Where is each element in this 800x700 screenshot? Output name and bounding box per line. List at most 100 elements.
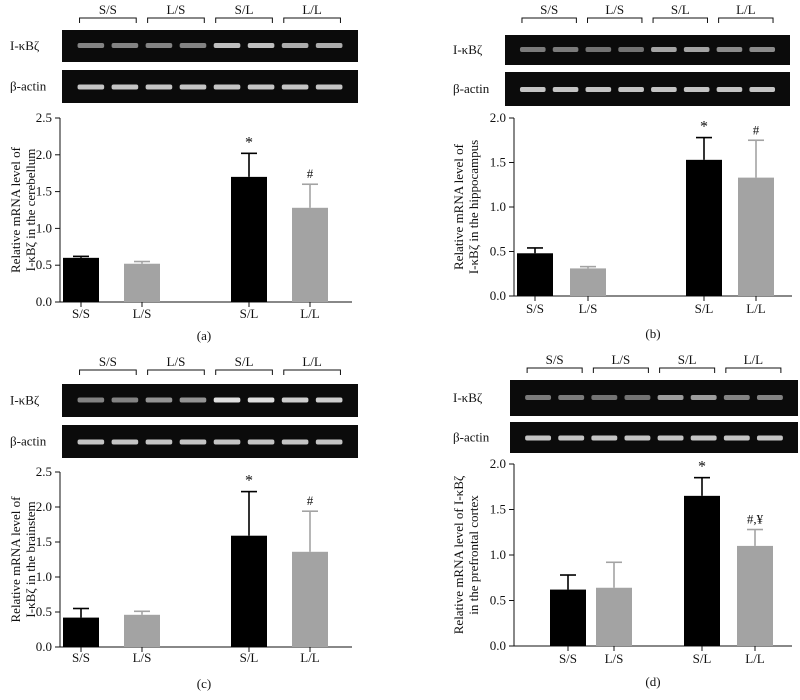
gel-target-band: [111, 397, 139, 403]
gel-target-band: [315, 397, 343, 403]
y-axis-label: Relative mRNA level ofI-κBζ in the brain…: [8, 496, 38, 623]
panel-b-figure: S/S L/S S/L L/L I-κBζ β-actin 0.0 0.5 1.0 1.5 2.0 R…: [451, 2, 792, 341]
panel-d: S/S L/S S/L L/L I-κBζ β-actin 0.0 0.5 1.0 1.5 2.0 R…: [400, 350, 800, 700]
significance-mark: #: [307, 493, 314, 508]
gel-control-band: [624, 435, 651, 441]
significance-mark: #,¥: [747, 512, 764, 527]
gel-target-band: [756, 395, 783, 400]
y-tick-label: 1.0: [36, 220, 52, 235]
bar: [737, 545, 773, 646]
gel-control-label: β-actin: [10, 434, 47, 449]
y-tick-label: 2.5: [36, 110, 52, 125]
significance-mark: *: [698, 459, 706, 476]
y-tick-label: 2.5: [36, 464, 52, 479]
gel-target-band: [690, 395, 717, 400]
y-tick-label: 1.5: [490, 155, 506, 170]
gel-target-band: [77, 397, 105, 403]
panel-letter: (a): [197, 328, 211, 343]
gel-control-band: [618, 87, 644, 92]
gel-group-bracket: [652, 17, 708, 23]
gel-control-image: [505, 72, 790, 106]
gel-group-label: S/L: [235, 2, 254, 17]
gel-control-band: [723, 435, 750, 441]
significance-mark: *: [245, 473, 253, 490]
gel-target-band: [591, 395, 618, 400]
y-axis-label-line: in the prefrontal cortex: [466, 495, 481, 615]
gel-control-label: β-actin: [453, 81, 490, 96]
gel-group-label: L/S: [611, 352, 630, 367]
x-tick-label: L/L: [746, 301, 766, 316]
gel-target-band: [281, 43, 309, 48]
bar: [292, 207, 328, 302]
gel-control-band: [77, 84, 105, 90]
gel-control-band: [552, 87, 579, 92]
gel-target-band: [315, 43, 343, 48]
y-tick-label: 1.0: [490, 547, 506, 562]
x-tick-label: L/S: [133, 306, 152, 321]
bar: [124, 614, 160, 647]
panel-c-figure: S/S L/S S/L L/L I-κBζ β-actin 0.0 0.5 1.0 1.5 2.0 2…: [8, 354, 358, 691]
y-axis-label-line: I-κBζ in the cerebellum: [23, 149, 38, 272]
gel-control-image: [510, 422, 798, 453]
panel-letter: (d): [645, 674, 660, 689]
gel-control-band: [683, 87, 710, 92]
gel-target-band: [749, 47, 776, 52]
gel-control-band: [519, 87, 546, 92]
x-tick-label: L/L: [300, 650, 320, 665]
gel-target-band: [624, 395, 651, 400]
gel-control-band: [749, 87, 776, 92]
gel-target-band: [519, 47, 546, 52]
gel-group-bracket: [283, 17, 341, 23]
panel-letter: (b): [645, 326, 660, 341]
y-tick-label: 0.0: [36, 294, 52, 309]
gel-target-band: [657, 395, 684, 400]
gel-control-band: [716, 87, 743, 92]
gel-control-band: [247, 84, 275, 90]
y-tick-label: 1.5: [36, 184, 52, 199]
gel-target-band: [585, 47, 612, 52]
bar: [517, 253, 553, 296]
y-tick-label: 0.5: [490, 593, 506, 608]
gel-control-band: [145, 84, 173, 90]
gel-control-band: [690, 435, 717, 441]
y-axis-label-line: Relative mRNA level of I-κBζ: [451, 475, 466, 634]
gel-target-band: [213, 397, 241, 403]
significance-mark: #: [753, 122, 760, 137]
gel-control-band: [558, 435, 585, 441]
gel-control-band: [585, 87, 612, 92]
y-axis-label: Relative mRNA level ofI-κBζ in the cereb…: [8, 146, 38, 273]
y-tick-label: 1.5: [36, 534, 52, 549]
y-tick-label: 2.0: [36, 499, 52, 514]
gel-group-bracket: [147, 17, 205, 23]
panel-letter: (c): [197, 676, 211, 691]
panel-a: S/S L/S S/L L/L I-κBζ β-actin 0.0 0.5 1.0 1.5 2.0 2…: [0, 0, 400, 350]
x-tick-label: L/S: [605, 651, 624, 666]
y-axis-label-line: I-κBζ in the hippocampus: [466, 140, 481, 274]
gel-target-label: I-κBζ: [10, 38, 40, 53]
panel-c: S/S L/S S/L L/L I-κBζ β-actin 0.0 0.5 1.0 1.5 2.0 2…: [0, 350, 400, 700]
gel-group-label: L/S: [167, 354, 186, 369]
gel-target-band: [716, 47, 743, 52]
x-tick-label: L/L: [745, 651, 765, 666]
gel-control-band: [213, 84, 241, 90]
y-axis-label-line: Relative mRNA level of: [8, 146, 23, 273]
y-tick-label: 2.0: [36, 147, 52, 162]
y-tick-label: 2.0: [490, 110, 506, 125]
gel-group-bracket: [215, 369, 273, 375]
gel-target-image: [510, 380, 798, 416]
gel-target-image: [62, 30, 358, 62]
significance-mark: #: [307, 166, 314, 181]
x-tick-label: S/S: [559, 651, 577, 666]
y-axis-label-line: Relative mRNA level of: [451, 143, 466, 270]
gel-target-image: [62, 384, 358, 417]
gel-group-bracket: [215, 17, 273, 23]
gel-group-bracket: [521, 17, 577, 23]
gel-control-label: β-actin: [453, 430, 490, 445]
gel-control-band: [111, 84, 139, 90]
gel-group-bracket: [725, 367, 782, 373]
gel-target-band: [247, 43, 275, 48]
gel-control-band: [591, 435, 618, 441]
x-tick-label: L/S: [133, 650, 152, 665]
x-tick-label: S/L: [240, 306, 259, 321]
gel-group-label: S/S: [99, 354, 117, 369]
